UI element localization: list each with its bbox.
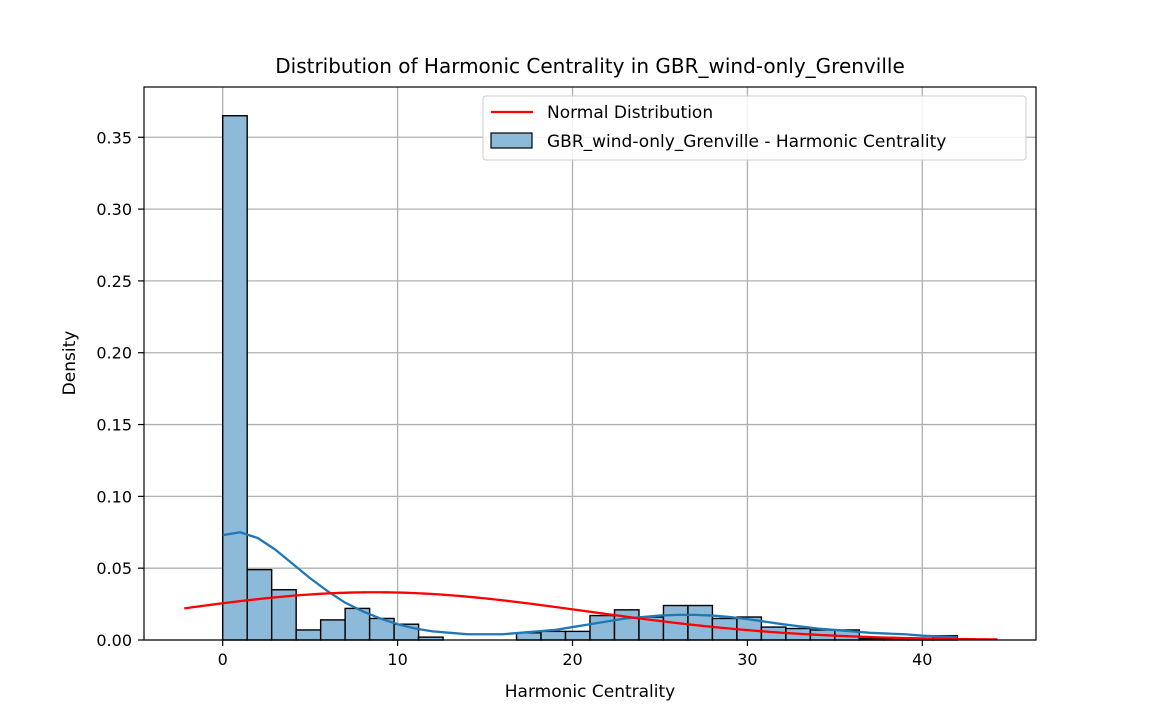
histogram-bars bbox=[222, 115, 958, 641]
y-axis-ticks: 0.00 0.05 0.10 0.15 0.20 0.25 0.30 0.35 bbox=[96, 128, 144, 650]
grid bbox=[144, 87, 1036, 641]
y-tick-label: 0.30 bbox=[96, 200, 132, 219]
histogram-bar bbox=[687, 604, 714, 641]
x-tick-label: 20 bbox=[562, 650, 582, 669]
chart-title: Distribution of Harmonic Centrality in G… bbox=[275, 54, 905, 78]
histogram-bar bbox=[540, 630, 567, 641]
histogram-bar bbox=[222, 115, 248, 641]
legend-box bbox=[482, 95, 1027, 161]
y-tick-label: 0.20 bbox=[96, 344, 132, 363]
x-axis-ticks: 0 10 20 30 40 bbox=[218, 640, 932, 669]
y-tick-label: 0.05 bbox=[96, 559, 132, 578]
x-tick-label: 40 bbox=[912, 650, 932, 669]
legend: Normal Distribution GBR_wind-only_Grenvi… bbox=[482, 95, 1027, 161]
y-tick-label: 0.25 bbox=[96, 272, 132, 291]
x-tick-label: 10 bbox=[387, 650, 407, 669]
histogram-bar bbox=[319, 619, 346, 641]
histogram-bar bbox=[295, 629, 322, 641]
histogram-bar bbox=[246, 568, 273, 641]
plot-frame bbox=[143, 86, 1037, 641]
histogram-bar bbox=[613, 609, 640, 641]
normal-distribution-curve bbox=[184, 591, 998, 641]
histogram-bar bbox=[564, 630, 591, 641]
legend-normal-label: Normal Distribution bbox=[547, 103, 713, 123]
y-tick-label: 0.10 bbox=[96, 487, 132, 506]
kde-curve bbox=[222, 531, 958, 639]
curves bbox=[184, 531, 998, 641]
histogram-bar bbox=[589, 614, 616, 641]
y-tick-label: 0.00 bbox=[96, 631, 132, 650]
x-tick-label: 0 bbox=[218, 650, 228, 669]
legend-histogram-swatch bbox=[490, 132, 533, 149]
y-tick-label: 0.15 bbox=[96, 416, 132, 435]
y-axis-label: Density bbox=[60, 331, 80, 396]
x-tick-label: 30 bbox=[737, 650, 757, 669]
x-axis-label: Harmonic Centrality bbox=[505, 682, 675, 702]
legend-histogram-label: GBR_wind-only_Grenville - Harmonic Centr… bbox=[547, 132, 946, 152]
y-tick-label: 0.35 bbox=[96, 128, 132, 147]
